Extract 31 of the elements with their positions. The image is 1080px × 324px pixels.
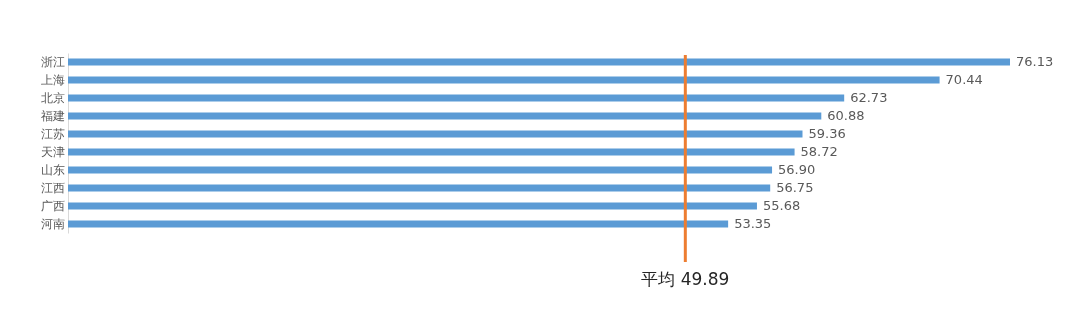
bar	[68, 220, 729, 228]
data-label: 56.75	[776, 180, 814, 195]
data-label: 53.35	[734, 216, 772, 231]
y-tick-label: 广西	[40, 199, 65, 213]
y-tick-label: 北京	[40, 91, 65, 105]
bar	[68, 112, 822, 120]
y-tick-label: 山东	[40, 163, 65, 177]
bar	[68, 166, 773, 174]
y-tick-label: 河南	[40, 217, 65, 231]
bar	[68, 148, 795, 156]
data-label: 60.88	[827, 108, 865, 123]
bar	[68, 130, 803, 138]
y-tick-label: 上海	[40, 73, 65, 87]
bar	[68, 58, 1010, 66]
y-tick-label: 福建	[40, 109, 65, 123]
y-tick-label: 江苏	[40, 127, 65, 141]
bar	[68, 184, 771, 192]
bar	[68, 76, 940, 84]
data-label: 59.36	[808, 126, 846, 141]
bar	[68, 94, 845, 102]
data-label: 55.68	[762, 198, 801, 213]
bar	[68, 202, 757, 210]
data-label: 58.72	[800, 144, 838, 159]
y-tick-label: 天津	[40, 145, 65, 159]
data-label: 76.13	[1016, 54, 1054, 69]
ref-line-label: 平均 49.89	[641, 269, 730, 289]
y-tick-label: 浙江	[40, 55, 65, 69]
y-tick-label: 江西	[40, 181, 65, 195]
data-label: 70.44	[945, 72, 983, 87]
data-label: 56.90	[778, 162, 816, 177]
data-label: 62.73	[850, 90, 888, 105]
